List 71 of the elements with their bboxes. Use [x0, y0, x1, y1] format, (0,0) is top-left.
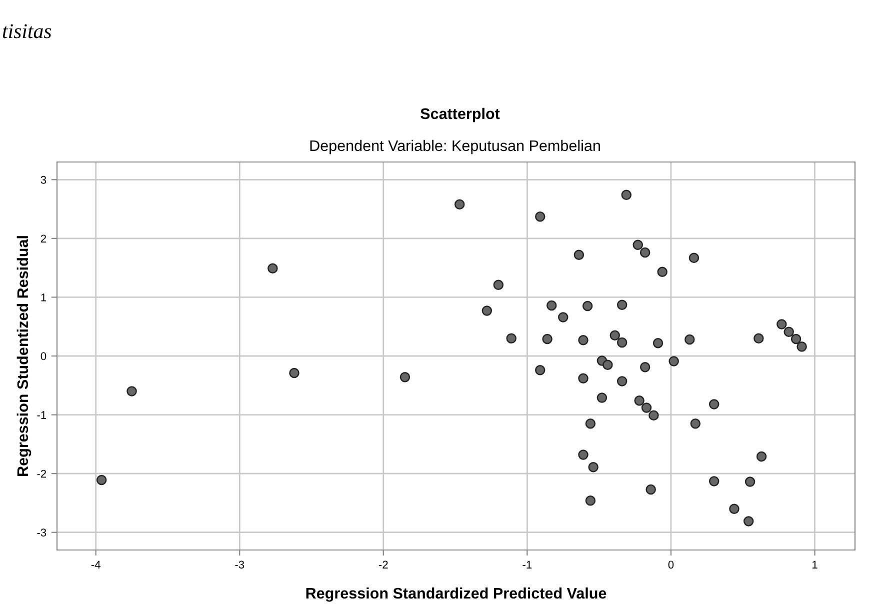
point: [578, 373, 588, 384]
point: [744, 476, 756, 487]
point: [657, 266, 668, 278]
point: [602, 360, 613, 370]
point: [668, 356, 679, 366]
point: [558, 312, 568, 322]
y-tick-label: 3: [40, 176, 46, 184]
point: [546, 300, 557, 311]
point: [796, 341, 807, 352]
point: [688, 252, 700, 263]
point: [616, 300, 628, 310]
point: [652, 338, 664, 348]
point: [588, 462, 598, 472]
x-tick-label: -3: [235, 560, 244, 569]
point: [634, 396, 644, 406]
x-tick-label: 1: [812, 560, 818, 568]
point: [534, 364, 546, 376]
point: [632, 240, 644, 250]
point: [790, 334, 802, 344]
text: tisitas: [2, 24, 52, 38]
point: [542, 334, 552, 344]
point: [640, 247, 650, 258]
y-tick-label: 2: [40, 234, 46, 242]
point: [289, 368, 300, 378]
point: [641, 402, 652, 413]
point: [482, 306, 492, 316]
point: [493, 280, 504, 290]
point: [582, 300, 593, 312]
point: [534, 212, 546, 222]
point: [585, 495, 596, 506]
point: [126, 386, 137, 396]
point: [776, 319, 787, 330]
point: [690, 418, 701, 429]
point: [640, 362, 650, 372]
chart-subtitle: Dependent Variable: Keputusan Pembelian: [310, 140, 600, 154]
point: [506, 333, 516, 344]
point: [268, 263, 278, 274]
point: [729, 504, 740, 514]
point: [646, 484, 656, 495]
point: [784, 326, 794, 338]
y-tick-label: 0: [40, 352, 46, 360]
point: [616, 337, 628, 348]
point: [596, 392, 608, 403]
y-axis-title: Regression Studentized Residual: [16, 236, 32, 476]
point: [708, 476, 720, 486]
x-axis-title: Regression Standardized Predicted Value: [306, 587, 606, 602]
point: [400, 372, 410, 382]
point: [708, 399, 720, 410]
x-tick-label: -1: [522, 560, 532, 568]
point: [578, 450, 588, 460]
x-tick-label: 0: [668, 560, 674, 569]
y-tick-label: -3: [37, 528, 46, 536]
point: [616, 376, 628, 386]
chart-title: Scatterplot: [420, 108, 500, 122]
y-tick-label: 1: [41, 294, 46, 302]
point: [684, 334, 695, 345]
point: [756, 451, 767, 462]
point: [454, 199, 465, 210]
point: [96, 474, 107, 486]
x-tick-label: -4: [91, 560, 100, 568]
y-tick-label: -2: [37, 470, 46, 478]
x-tick-label: -2: [378, 560, 388, 568]
point: [648, 410, 659, 420]
point: [621, 190, 632, 200]
point: [610, 330, 620, 341]
point: [743, 516, 754, 526]
point: [754, 333, 764, 344]
y-tick-label: -1: [37, 411, 46, 419]
point: [585, 418, 596, 429]
point: [578, 335, 588, 346]
point: [574, 250, 584, 260]
